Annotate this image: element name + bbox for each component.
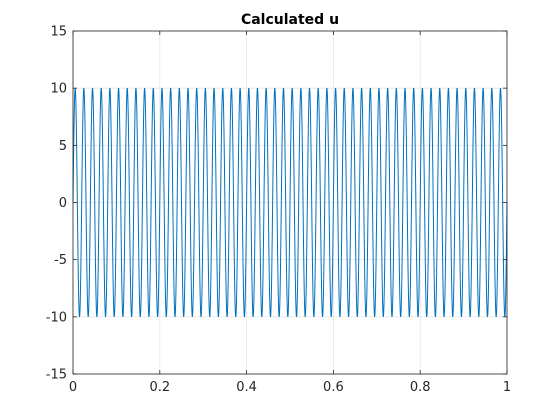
x-tick-labels: 0 0.2 0.4 0.6 0.8 1	[69, 380, 511, 395]
y-tick-label: 0	[59, 196, 67, 211]
y-tick-labels: -15 -10 -5 0 5 10 15	[46, 25, 67, 383]
series-layer	[72, 88, 508, 317]
x-tick-label: 0.8	[410, 380, 431, 395]
y-tick-label: 15	[50, 25, 67, 40]
y-tick-label: -10	[46, 310, 67, 325]
x-tick-label: 0.6	[323, 380, 344, 395]
x-tick-label: 0.4	[236, 380, 257, 395]
y-tick-label: 10	[50, 82, 67, 97]
x-tick-label: 0	[69, 380, 77, 395]
ticks	[72, 30, 508, 375]
chart-title: Calculated u	[241, 12, 339, 28]
series-line	[72, 88, 508, 317]
x-tick-label: 1	[503, 380, 511, 395]
y-tick-label: 5	[59, 139, 67, 154]
y-tick-label: -5	[54, 253, 67, 268]
y-tick-label: -15	[46, 368, 67, 383]
x-tick-label: 0.2	[149, 380, 170, 395]
